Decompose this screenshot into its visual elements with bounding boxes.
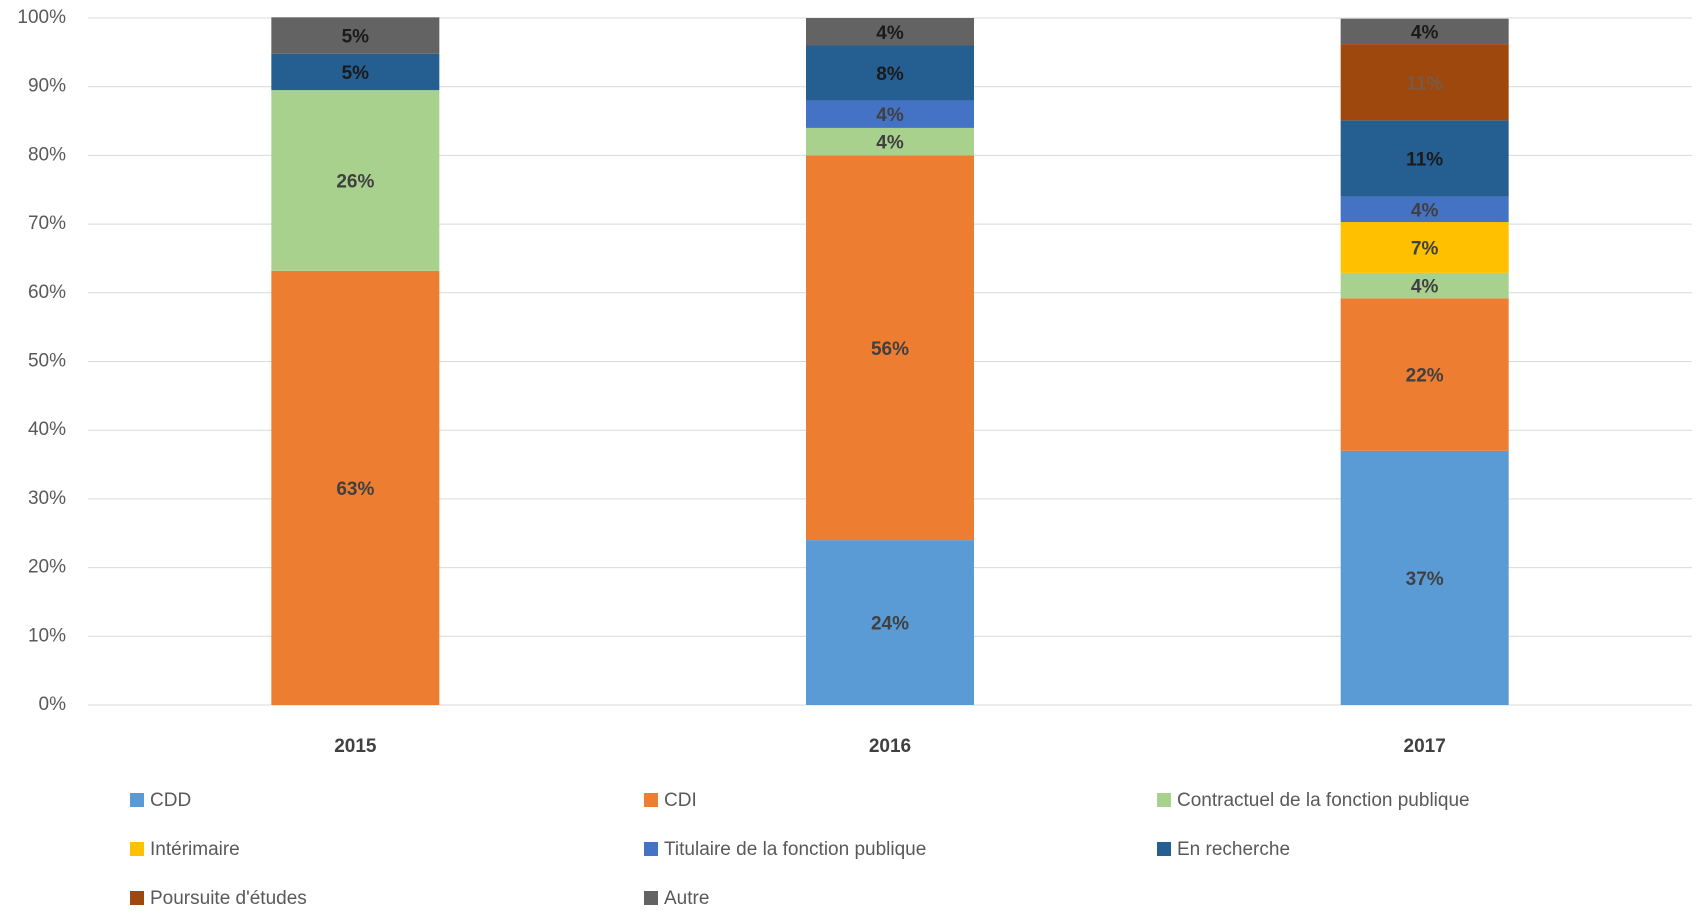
data-label: 4% — [1411, 22, 1439, 43]
x-tick-label: 2015 — [334, 736, 377, 757]
y-tick-label: 0% — [39, 694, 67, 715]
data-label: 4% — [876, 105, 904, 126]
legend-swatch — [644, 842, 658, 856]
data-label: 11% — [1406, 150, 1443, 171]
x-tick-label: 2016 — [869, 736, 911, 757]
y-tick-label: 10% — [28, 625, 66, 646]
data-label: 4% — [1411, 277, 1439, 298]
bar-segment — [271, 53, 440, 91]
bar-segment — [1340, 120, 1509, 197]
y-tick-label: 80% — [28, 144, 66, 165]
bar-segment — [1340, 450, 1509, 705]
bar-segment — [1340, 298, 1509, 451]
legend-swatch — [644, 793, 658, 807]
bar-segment — [271, 270, 440, 705]
legend-label: Poursuite d'études — [150, 888, 307, 909]
legend-swatch — [130, 842, 144, 856]
data-label: 37% — [1406, 569, 1444, 590]
bar-segment — [806, 45, 974, 101]
x-tick-label: 2017 — [1404, 736, 1446, 757]
legend-label: CDI — [664, 790, 697, 811]
bar-segment — [271, 90, 440, 271]
data-label: 63% — [336, 479, 374, 500]
legend-swatch — [130, 793, 144, 807]
bar-segment — [1340, 196, 1509, 223]
y-tick-label: 100% — [17, 7, 66, 28]
data-label: 56% — [871, 339, 909, 360]
y-tick-label: 60% — [28, 282, 66, 303]
legend-swatch — [130, 891, 144, 905]
bar-segment — [271, 17, 440, 54]
data-label: 5% — [342, 27, 370, 48]
y-tick-label: 50% — [28, 351, 66, 372]
legend-label: Intérimaire — [150, 839, 240, 860]
bar-segment — [1340, 18, 1509, 45]
bar-segment — [806, 127, 974, 156]
y-tick-label: 20% — [28, 557, 66, 578]
data-label: 22% — [1406, 366, 1444, 387]
bar-segment — [1340, 44, 1509, 121]
bar-segment — [1340, 222, 1509, 273]
legend-label: Autre — [664, 888, 709, 909]
y-tick-label: 30% — [28, 488, 66, 509]
bar-segment — [806, 540, 974, 705]
data-label: 4% — [1411, 200, 1439, 221]
data-label: 11% — [1406, 73, 1443, 94]
data-label: 26% — [336, 171, 374, 192]
legend-label: Titulaire de la fonction publique — [664, 839, 926, 860]
data-label: 5% — [342, 63, 370, 84]
data-label: 4% — [876, 23, 904, 44]
legend-swatch — [1157, 793, 1171, 807]
legend-label: En recherche — [1177, 839, 1290, 860]
y-tick-label: 40% — [28, 419, 66, 440]
data-label: 4% — [876, 133, 904, 154]
bar-segment — [806, 18, 974, 46]
bar-segment — [1340, 272, 1509, 299]
data-label: 8% — [876, 64, 904, 85]
y-tick-label: 70% — [28, 213, 66, 234]
legend-swatch — [644, 891, 658, 905]
legend-label: Contractuel de la fonction publique — [1177, 790, 1470, 811]
data-label: 24% — [871, 614, 909, 635]
bar-segment — [806, 100, 974, 128]
legend-label: CDD — [150, 790, 191, 811]
data-label: 7% — [1411, 238, 1439, 259]
legend-swatch — [1157, 842, 1171, 856]
y-tick-label: 90% — [28, 76, 66, 97]
bar-segment — [806, 155, 974, 541]
